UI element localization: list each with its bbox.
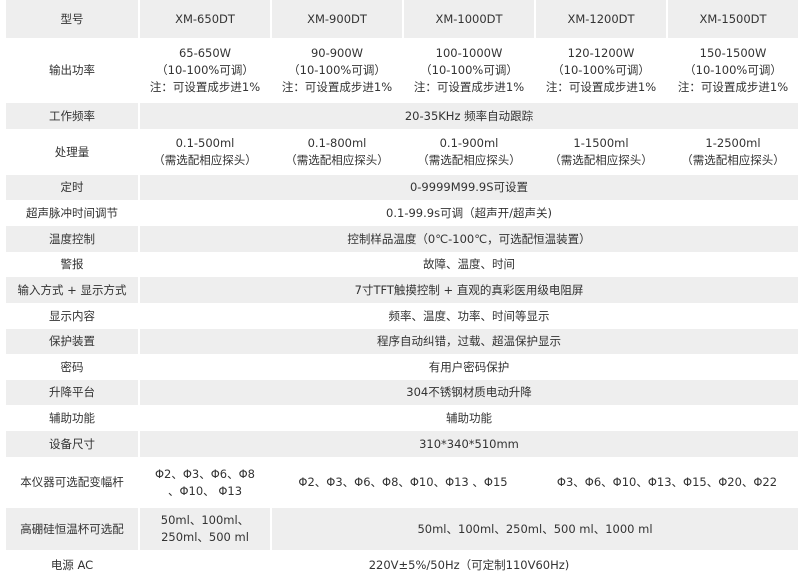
power-cell: 65-650W （10-100%可调） 注：可设置成步进1% xyxy=(140,38,270,103)
row-display: 显示内容 频率、温度、功率、时间等显示 xyxy=(6,303,798,329)
model-name: XM-1000DT xyxy=(404,0,534,38)
power-range: 150-1500W xyxy=(699,46,767,60)
capacity-note: （需选配相应探头） xyxy=(681,153,785,167)
model-name: XM-1500DT xyxy=(668,0,798,38)
horn-mid: Φ2、Φ3、Φ6、Φ8、Φ10、Φ13 、Φ15 xyxy=(272,457,534,508)
capacity-note: （需选配相应探头） xyxy=(549,153,653,167)
row-value: 故障、温度、时间 xyxy=(140,252,798,277)
power-adjust: （10-100%可调） xyxy=(420,63,518,77)
power-range: 90-900W xyxy=(310,46,364,60)
row-frequency: 工作频率 20-35KHz 频率自动跟踪 xyxy=(6,103,798,129)
power-note: 注：可设置成步进1% xyxy=(281,80,393,94)
row-label: 电源 AC xyxy=(6,550,138,580)
model-name: XM-1200DT xyxy=(536,0,666,38)
power-cell: 120-1200W （10-100%可调） 注：可设置成步进1% xyxy=(536,38,666,103)
cup-line: 50ml、100ml、 xyxy=(160,513,250,527)
capacity-note: （需选配相应探头） xyxy=(153,153,257,167)
capacity-cell: 1-1500ml （需选配相应探头） xyxy=(536,129,666,175)
row-value: 有用户密码保护 xyxy=(140,354,798,380)
row-aux: 辅助功能 辅助功能 xyxy=(6,405,798,431)
power-range: 120-1200W xyxy=(567,46,635,60)
row-label: 高硼硅恒温杯可选配 xyxy=(6,508,138,550)
row-label: 定时 xyxy=(6,175,138,200)
horn-cell: Φ2、Φ3、Φ6、Φ8 、Φ10、 Φ13 xyxy=(140,457,270,508)
power-cell: 150-1500W （10-100%可调） 注：可设置成步进1% xyxy=(668,38,798,103)
row-label: 输出功率 xyxy=(6,38,138,103)
row-value: 0.1-99.9s可调（超声开/超声关) xyxy=(140,200,798,226)
row-label: 温度控制 xyxy=(6,226,138,252)
row-label: 辅助功能 xyxy=(6,405,138,431)
row-size: 设备尺寸 310*340*510mm xyxy=(6,431,798,457)
capacity-cell: 0.1-800ml （需选配相应探头） xyxy=(272,129,402,175)
power-note: 注：可设置成步进1% xyxy=(149,80,261,94)
power-range: 65-650W xyxy=(178,46,232,60)
row-model: 型号 XM-650DT XM-900DT XM-1000DT XM-1200DT… xyxy=(6,0,798,38)
horn-line: Φ2、Φ3、Φ6、Φ8 xyxy=(155,466,255,481)
power-note: 注：可设置成步进1% xyxy=(413,80,525,94)
row-platform: 升降平台 304不锈钢材质电动升降 xyxy=(6,380,798,405)
row-horn: 本仪器可选配变幅杆 Φ2、Φ3、Φ6、Φ8 、Φ10、 Φ13 Φ2、Φ3、Φ6、… xyxy=(6,457,798,508)
row-label: 升降平台 xyxy=(6,380,138,405)
power-adjust: （10-100%可调） xyxy=(156,63,254,77)
row-power: 输出功率 65-650W （10-100%可调） 注：可设置成步进1% 90-900… xyxy=(6,38,798,103)
row-password: 密码 有用户密码保护 xyxy=(6,354,798,380)
row-temp: 温度控制 控制样品温度（0℃-100℃，可选配恒温装置） xyxy=(6,226,798,252)
row-cup: 高硼硅恒温杯可选配 50ml、100ml、 250ml、500 ml 50ml、1… xyxy=(6,508,798,550)
capacity-value: 0.1-800ml xyxy=(307,136,367,150)
row-label: 型号 xyxy=(6,0,138,38)
row-value: 频率、温度、功率、时间等显示 xyxy=(140,303,798,329)
capacity-value: 0.1-900ml xyxy=(439,136,499,150)
power-adjust: （10-100%可调） xyxy=(288,63,386,77)
row-label: 处理量 xyxy=(6,129,138,175)
capacity-note: （需选配相应探头） xyxy=(417,153,521,167)
capacity-cell: 1-2500ml （需选配相应探头） xyxy=(668,129,798,175)
row-value: 7寸TFT触摸控制 + 直观的真彩医用级电阻屏 xyxy=(140,277,798,303)
row-value: 辅助功能 xyxy=(140,405,798,431)
power-adjust: （10-100%可调） xyxy=(684,63,782,77)
row-value: 0-9999M99.9S可设置 xyxy=(140,175,798,200)
row-label: 输入方式 + 显示方式 xyxy=(6,277,138,303)
row-alarm: 警报 故障、温度、时间 xyxy=(6,252,798,277)
cup-rest: 50ml、100ml、250ml、500 ml、1000 ml xyxy=(272,508,798,550)
row-pulse: 超声脉冲时间调节 0.1-99.9s可调（超声开/超声关) xyxy=(6,200,798,226)
row-timer: 定时 0-9999M99.9S可设置 xyxy=(6,175,798,200)
power-range: 100-1000W xyxy=(435,46,503,60)
row-mains: 电源 AC 220V±5%/50Hz（可定制110V60Hz) xyxy=(6,550,798,580)
power-cell: 100-1000W （10-100%可调） 注：可设置成步进1% xyxy=(404,38,534,103)
spec-table: 型号 XM-650DT XM-900DT XM-1000DT XM-1200DT… xyxy=(4,0,800,580)
capacity-note: （需选配相应探头） xyxy=(285,153,389,167)
row-label: 警报 xyxy=(6,252,138,277)
power-note: 注：可设置成步进1% xyxy=(677,80,789,94)
row-value: 220V±5%/50Hz（可定制110V60Hz) xyxy=(140,550,798,580)
row-value: 310*340*510mm xyxy=(140,431,798,457)
model-name: XM-900DT xyxy=(272,0,402,38)
row-label: 本仪器可选配变幅杆 xyxy=(6,457,138,508)
capacity-value: 0.1-500ml xyxy=(175,136,235,150)
capacity-cell: 0.1-900ml （需选配相应探头） xyxy=(404,129,534,175)
row-value: 304不锈钢材质电动升降 xyxy=(140,380,798,405)
row-label: 工作频率 xyxy=(6,103,138,129)
horn-line: 、Φ10、 Φ13 xyxy=(167,483,243,498)
power-cell: 90-900W （10-100%可调） 注：可设置成步进1% xyxy=(272,38,402,103)
cup-cell: 50ml、100ml、 250ml、500 ml xyxy=(140,508,270,550)
capacity-value: 1-2500ml xyxy=(705,136,761,150)
cup-line: 250ml、500 ml xyxy=(161,530,249,544)
row-value: 程序自动纠错，过载、超温保护显示 xyxy=(140,329,798,354)
horn-right: Φ3、Φ6、Φ10、Φ13、Φ15、Φ20、Φ22 xyxy=(536,457,798,508)
power-note: 注：可设置成步进1% xyxy=(545,80,657,94)
row-protection: 保护装置 程序自动纠错，过载、超温保护显示 xyxy=(6,329,798,354)
row-capacity: 处理量 0.1-500ml （需选配相应探头） 0.1-800ml （需选配相应探头… xyxy=(6,129,798,175)
row-value: 20-35KHz 频率自动跟踪 xyxy=(140,103,798,129)
row-label: 密码 xyxy=(6,354,138,380)
power-adjust: （10-100%可调） xyxy=(552,63,650,77)
model-name: XM-650DT xyxy=(140,0,270,38)
row-value: 控制样品温度（0℃-100℃，可选配恒温装置） xyxy=(140,226,798,252)
row-label: 保护装置 xyxy=(6,329,138,354)
row-input: 输入方式 + 显示方式 7寸TFT触摸控制 + 直观的真彩医用级电阻屏 xyxy=(6,277,798,303)
capacity-cell: 0.1-500ml （需选配相应探头） xyxy=(140,129,270,175)
row-label: 设备尺寸 xyxy=(6,431,138,457)
row-label: 超声脉冲时间调节 xyxy=(6,200,138,226)
capacity-value: 1-1500ml xyxy=(573,136,629,150)
row-label: 显示内容 xyxy=(6,303,138,329)
